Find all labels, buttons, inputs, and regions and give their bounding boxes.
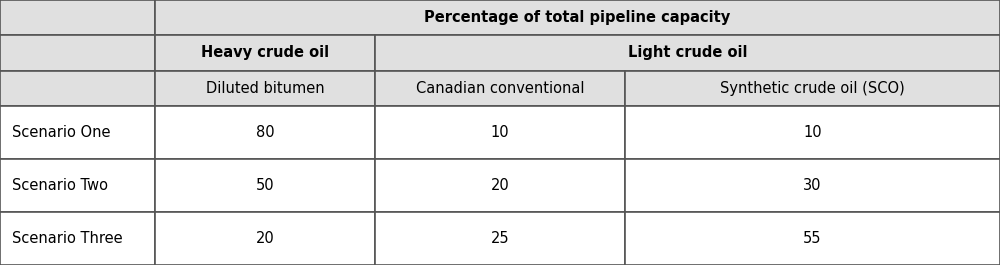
Text: 20: 20 bbox=[256, 231, 274, 246]
Bar bbox=[0, 35, 155, 71]
Bar bbox=[625, 106, 1000, 159]
Bar bbox=[375, 35, 1000, 71]
Text: Scenario One: Scenario One bbox=[12, 125, 110, 140]
Bar bbox=[375, 71, 625, 106]
Bar bbox=[375, 106, 625, 159]
Bar bbox=[155, 106, 375, 159]
Bar bbox=[155, 212, 375, 265]
Bar bbox=[0, 212, 155, 265]
Text: 10: 10 bbox=[803, 125, 822, 140]
Text: Light crude oil: Light crude oil bbox=[628, 46, 747, 60]
Text: Scenario Three: Scenario Three bbox=[12, 231, 123, 246]
Bar bbox=[0, 159, 155, 212]
Bar bbox=[625, 159, 1000, 212]
Text: 80: 80 bbox=[256, 125, 274, 140]
Bar bbox=[625, 71, 1000, 106]
Text: Canadian conventional: Canadian conventional bbox=[416, 81, 584, 96]
Text: Synthetic crude oil (SCO): Synthetic crude oil (SCO) bbox=[720, 81, 905, 96]
Bar bbox=[375, 159, 625, 212]
Bar bbox=[155, 159, 375, 212]
Bar bbox=[625, 212, 1000, 265]
Text: Diluted bitumen: Diluted bitumen bbox=[206, 81, 324, 96]
Text: 10: 10 bbox=[491, 125, 509, 140]
Bar bbox=[155, 0, 1000, 35]
Text: Percentage of total pipeline capacity: Percentage of total pipeline capacity bbox=[424, 10, 731, 25]
Text: Scenario Two: Scenario Two bbox=[12, 178, 108, 193]
Text: 55: 55 bbox=[803, 231, 822, 246]
Text: Heavy crude oil: Heavy crude oil bbox=[201, 46, 329, 60]
Bar bbox=[155, 35, 375, 71]
Text: 25: 25 bbox=[491, 231, 509, 246]
Text: 20: 20 bbox=[491, 178, 509, 193]
Text: 50: 50 bbox=[256, 178, 274, 193]
Text: 30: 30 bbox=[803, 178, 822, 193]
Bar bbox=[0, 0, 155, 35]
Bar bbox=[0, 106, 155, 159]
Bar bbox=[0, 71, 155, 106]
Bar bbox=[375, 212, 625, 265]
Bar bbox=[155, 71, 375, 106]
